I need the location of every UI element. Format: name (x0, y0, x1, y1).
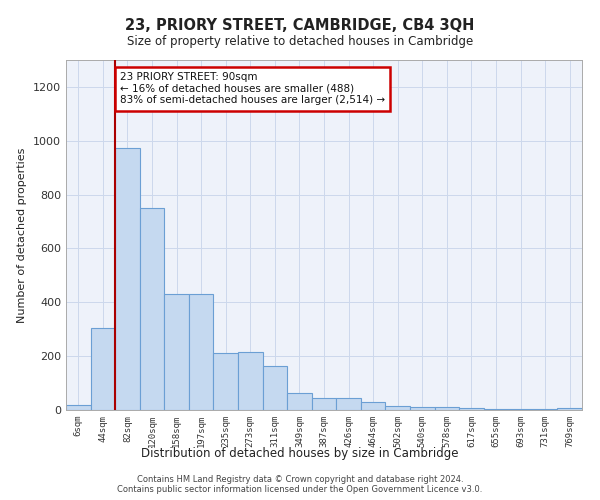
Bar (410, 408, 434, 410)
Text: Distribution of detached houses by size in Cambridge: Distribution of detached houses by size … (141, 448, 459, 460)
Bar (385, 406, 410, 410)
Bar (238, 352, 263, 410)
Bar (361, 402, 385, 410)
Bar (508, 409, 533, 410)
Bar (434, 408, 459, 410)
Bar (164, 294, 189, 410)
Bar (189, 294, 214, 410)
Bar (287, 392, 312, 410)
Text: Size of property relative to detached houses in Cambridge: Size of property relative to detached ho… (127, 35, 473, 48)
Bar (91, 328, 115, 410)
Text: 23 PRIORY STREET: 90sqm
← 16% of detached houses are smaller (488)
83% of semi-d: 23 PRIORY STREET: 90sqm ← 16% of detache… (120, 72, 385, 106)
Bar (557, 408, 582, 410)
Bar (336, 398, 361, 410)
Bar (263, 366, 287, 410)
Y-axis label: Number of detached properties: Number of detached properties (17, 148, 28, 322)
Text: 23, PRIORY STREET, CAMBRIDGE, CB4 3QH: 23, PRIORY STREET, CAMBRIDGE, CB4 3QH (125, 18, 475, 32)
Bar (66, 404, 91, 410)
Text: Contains HM Land Registry data © Crown copyright and database right 2024.
Contai: Contains HM Land Registry data © Crown c… (118, 474, 482, 494)
Bar (115, 148, 140, 410)
Bar (140, 208, 164, 410)
Bar (459, 408, 484, 410)
Bar (312, 398, 336, 410)
Bar (484, 408, 508, 410)
Bar (214, 354, 238, 410)
